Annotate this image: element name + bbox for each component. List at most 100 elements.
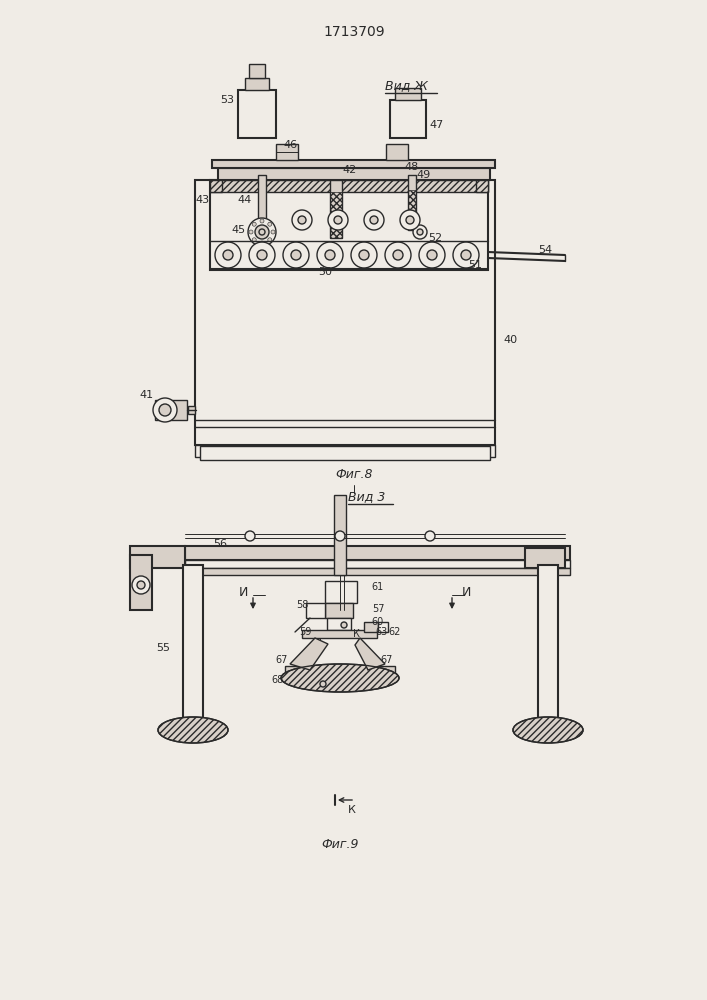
Text: 55: 55: [156, 643, 170, 653]
Bar: [476, 180, 488, 192]
Circle shape: [248, 218, 276, 246]
Circle shape: [153, 398, 177, 422]
Circle shape: [400, 210, 420, 230]
Bar: [249, 64, 265, 78]
Bar: [183, 565, 203, 730]
Bar: [302, 630, 377, 638]
Text: 46: 46: [283, 140, 297, 150]
Circle shape: [252, 222, 256, 226]
Text: К: К: [353, 629, 359, 639]
Text: 56: 56: [213, 539, 227, 549]
Circle shape: [291, 250, 301, 260]
Text: 51: 51: [468, 260, 482, 270]
Text: 48: 48: [405, 162, 419, 172]
Text: 58: 58: [296, 600, 308, 610]
Bar: [185, 568, 570, 575]
Bar: [212, 160, 495, 168]
Circle shape: [268, 222, 271, 226]
Text: 1713709: 1713709: [323, 25, 385, 39]
Bar: [325, 581, 357, 603]
Circle shape: [260, 241, 264, 245]
Circle shape: [359, 250, 369, 260]
Text: Вид 3: Вид 3: [348, 490, 385, 503]
Circle shape: [255, 225, 269, 239]
Text: 45: 45: [231, 225, 245, 235]
Text: 42: 42: [343, 165, 357, 175]
Bar: [386, 144, 408, 160]
Bar: [408, 190, 416, 230]
Text: 47: 47: [430, 120, 444, 130]
Circle shape: [245, 531, 255, 541]
Circle shape: [298, 216, 306, 224]
Bar: [325, 603, 353, 618]
Bar: [408, 175, 416, 230]
Bar: [185, 546, 570, 560]
Circle shape: [159, 404, 171, 416]
Bar: [188, 406, 195, 414]
Circle shape: [132, 576, 150, 594]
Circle shape: [249, 230, 253, 234]
Circle shape: [461, 250, 471, 260]
Circle shape: [137, 581, 145, 589]
Circle shape: [341, 622, 347, 628]
Circle shape: [260, 219, 264, 223]
Text: И: И: [461, 585, 471, 598]
Circle shape: [320, 681, 326, 687]
Bar: [245, 78, 269, 90]
Circle shape: [335, 531, 345, 541]
Circle shape: [351, 242, 377, 268]
Text: К: К: [348, 805, 356, 815]
Polygon shape: [290, 638, 328, 670]
Text: 50: 50: [318, 267, 332, 277]
Text: Фиг.8: Фиг.8: [335, 468, 373, 481]
Bar: [200, 446, 490, 460]
Bar: [390, 100, 426, 138]
Circle shape: [257, 250, 267, 260]
Bar: [210, 180, 222, 192]
Ellipse shape: [281, 664, 399, 692]
Text: 68: 68: [272, 675, 284, 685]
Text: 63: 63: [376, 627, 388, 637]
Bar: [195, 445, 495, 457]
Circle shape: [406, 216, 414, 224]
Bar: [210, 180, 488, 270]
Bar: [395, 88, 421, 100]
Circle shape: [334, 216, 342, 224]
Bar: [364, 622, 378, 632]
Text: 44: 44: [238, 195, 252, 205]
Text: 61: 61: [372, 582, 384, 592]
Text: И: И: [238, 585, 247, 598]
Bar: [155, 400, 187, 420]
Text: 40: 40: [503, 335, 517, 345]
Circle shape: [292, 210, 312, 230]
Circle shape: [317, 242, 343, 268]
Bar: [327, 618, 351, 630]
Bar: [210, 180, 488, 192]
Bar: [195, 180, 495, 445]
Bar: [330, 180, 342, 238]
Bar: [538, 565, 558, 730]
Bar: [334, 495, 346, 575]
Ellipse shape: [513, 717, 583, 743]
Text: 67: 67: [276, 655, 288, 665]
Text: 43: 43: [196, 195, 210, 205]
Bar: [185, 560, 570, 568]
Circle shape: [249, 242, 275, 268]
Circle shape: [268, 238, 271, 242]
Bar: [330, 192, 342, 238]
Text: 62: 62: [389, 627, 401, 637]
Circle shape: [417, 229, 423, 235]
Bar: [285, 666, 395, 680]
Bar: [378, 622, 388, 632]
Bar: [362, 678, 378, 686]
Bar: [238, 90, 276, 138]
Text: 59: 59: [299, 627, 311, 637]
Bar: [316, 680, 330, 688]
Circle shape: [413, 225, 427, 239]
Circle shape: [283, 242, 309, 268]
Ellipse shape: [158, 717, 228, 743]
Bar: [258, 175, 266, 230]
Circle shape: [328, 210, 348, 230]
Circle shape: [252, 238, 256, 242]
Bar: [276, 144, 298, 160]
